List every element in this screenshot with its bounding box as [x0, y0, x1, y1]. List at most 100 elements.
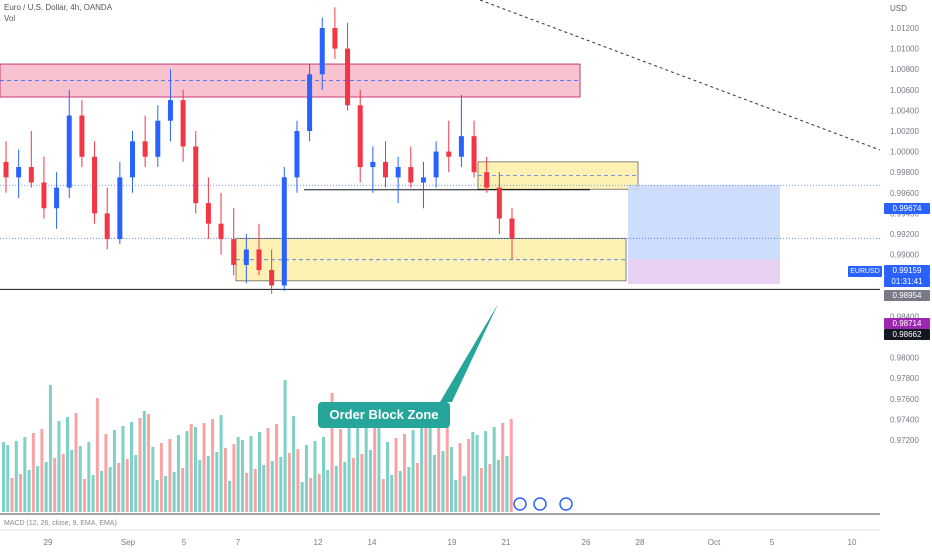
volume-bar: [159, 443, 163, 512]
candle-body: [54, 187, 60, 209]
volume-bar: [411, 430, 415, 512]
volume-bar: [275, 424, 279, 512]
volume-bar: [501, 423, 505, 512]
candle-body: [319, 28, 325, 75]
volume-bar: [70, 450, 74, 512]
volume-bar: [467, 439, 471, 512]
volume-bar: [10, 478, 14, 512]
volume-bar: [31, 433, 35, 512]
candle-body: [471, 136, 477, 173]
price-tick: 0.99600: [890, 189, 919, 198]
candle-body: [458, 136, 464, 157]
volume-bar: [262, 465, 266, 512]
candle-body: [357, 105, 363, 168]
candle-body: [16, 167, 22, 178]
volume-bar: [236, 437, 240, 512]
price-tick: 0.99800: [890, 168, 919, 177]
volume-bar: [36, 466, 40, 512]
volume-bar: [189, 424, 193, 512]
macd-label[interactable]: MACD (12, 26, close, 9, EMA, EMA): [4, 520, 117, 527]
volume-bar: [373, 413, 377, 512]
volume-bar: [347, 425, 351, 512]
volume-bar: [330, 393, 334, 512]
volume-bar: [458, 443, 462, 512]
volume-indicator-label[interactable]: Vol: [4, 14, 16, 23]
volume-bar: [296, 449, 300, 512]
volume-bar: [390, 475, 394, 512]
volume-bar: [343, 462, 347, 512]
volume-bar: [176, 435, 180, 512]
volume-bar: [245, 473, 249, 512]
time-tick: 14: [368, 538, 377, 547]
volume-bar: [505, 456, 509, 512]
price-axis: 1.01200 1.01000 1.00800 1.00600 1.00400 1.002…: [890, 24, 919, 445]
candle-body: [167, 100, 173, 121]
volume-bar: [270, 461, 274, 512]
candles-layer: [3, 7, 515, 294]
volume-bar: [322, 437, 325, 512]
volume-bar: [2, 442, 5, 512]
volume-bar: [394, 438, 398, 512]
candle-body: [509, 218, 515, 239]
volume-bar: [155, 480, 159, 512]
candle-body: [130, 141, 135, 178]
candle-body: [142, 141, 148, 157]
volume-bar: [147, 414, 151, 512]
volume-bar: [283, 380, 287, 512]
volume-bar: [445, 414, 449, 512]
volume-bar: [356, 421, 360, 512]
time-tick: 26: [582, 538, 591, 547]
volume-bar: [206, 456, 210, 512]
price-tick: 0.97200: [890, 436, 919, 445]
volume-bar: [202, 423, 206, 512]
countdown-label: 01:31:41: [884, 276, 930, 287]
volume-bar: [428, 422, 432, 512]
volume-bar: [424, 419, 428, 512]
volume-bar: [484, 431, 488, 512]
time-tick: 7: [236, 538, 241, 547]
candle-body: [408, 167, 414, 183]
price-tick: 0.99000: [890, 251, 919, 260]
volume-bar: [78, 446, 82, 512]
volume-bar: [407, 467, 411, 512]
volume-bar: [437, 418, 441, 512]
candle-body: [370, 161, 376, 168]
volume-bar: [95, 398, 99, 512]
volume-bar: [339, 429, 343, 512]
trend-line-dashed: [479, 0, 881, 151]
volume-bar: [112, 430, 116, 512]
volume-bar: [360, 454, 364, 512]
order-block-callout[interactable]: Order Block Zone: [318, 402, 450, 428]
volume-bar: [19, 474, 23, 512]
volume-bar: [74, 413, 78, 512]
volume-bar: [471, 432, 475, 512]
price-tick: 1.01000: [890, 45, 919, 54]
price-tick: 1.00600: [890, 86, 919, 95]
price-tick: 0.99200: [890, 230, 919, 239]
levels-layer: [0, 0, 881, 402]
volume-bar: [479, 468, 483, 512]
volume-bar: [326, 470, 330, 512]
time-tick: 5: [770, 538, 775, 547]
volume-bar: [420, 426, 424, 512]
volume-bar: [462, 476, 466, 512]
volume-bar: [240, 440, 244, 512]
volume-bar: [313, 441, 317, 512]
volume-bar: [57, 421, 61, 512]
volume-bar: [134, 455, 138, 512]
candle-body: [484, 172, 490, 188]
candle-body: [256, 249, 262, 271]
volume-bar: [492, 427, 496, 512]
volume-bar: [172, 472, 176, 512]
volume-bar: [53, 458, 57, 512]
candle-body: [433, 151, 439, 178]
volume-bar: [432, 455, 436, 512]
volume-bar: [258, 432, 261, 512]
price-tick: 0.97600: [890, 395, 919, 404]
volume-bar: [104, 434, 108, 512]
price-tick: 0.98400: [890, 312, 919, 321]
volume-bar: [194, 427, 197, 512]
price-tick: 1.00800: [890, 65, 919, 74]
